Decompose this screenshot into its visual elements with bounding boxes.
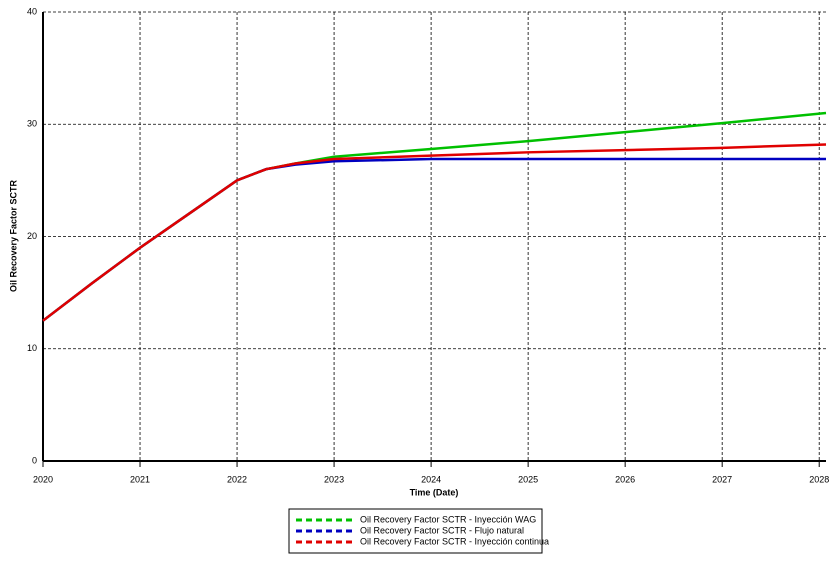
legend-label: Oil Recovery Factor SCTR - Inyección WAG [360,514,536,524]
data-line [42,143,827,322]
x-tick-label: 2020 [33,474,53,484]
y-tick-label: 10 [27,343,37,353]
y-tick-label: 30 [27,119,37,129]
x-tick-label: 2025 [518,474,538,484]
x-tick-label: 2023 [324,474,344,484]
x-axis-label: Time (Date) [410,487,459,497]
y-tick-label: 40 [27,6,37,16]
x-tick-label: 2028 [809,474,829,484]
legend-label: Oil Recovery Factor SCTR - Inyección con… [360,536,549,546]
x-tick-label: 2021 [130,474,150,484]
x-tick-label: 2022 [227,474,247,484]
y-tick-label: 20 [27,231,37,241]
y-tick-label: 0 [32,455,37,465]
y-axis-label: Oil Recovery Factor SCTR [8,179,18,292]
x-tick-label: 2027 [712,474,732,484]
legend-label: Oil Recovery Factor SCTR - Flujo natural [360,525,524,535]
x-tick-label: 2026 [615,474,635,484]
x-tick-label: 2024 [421,474,441,484]
